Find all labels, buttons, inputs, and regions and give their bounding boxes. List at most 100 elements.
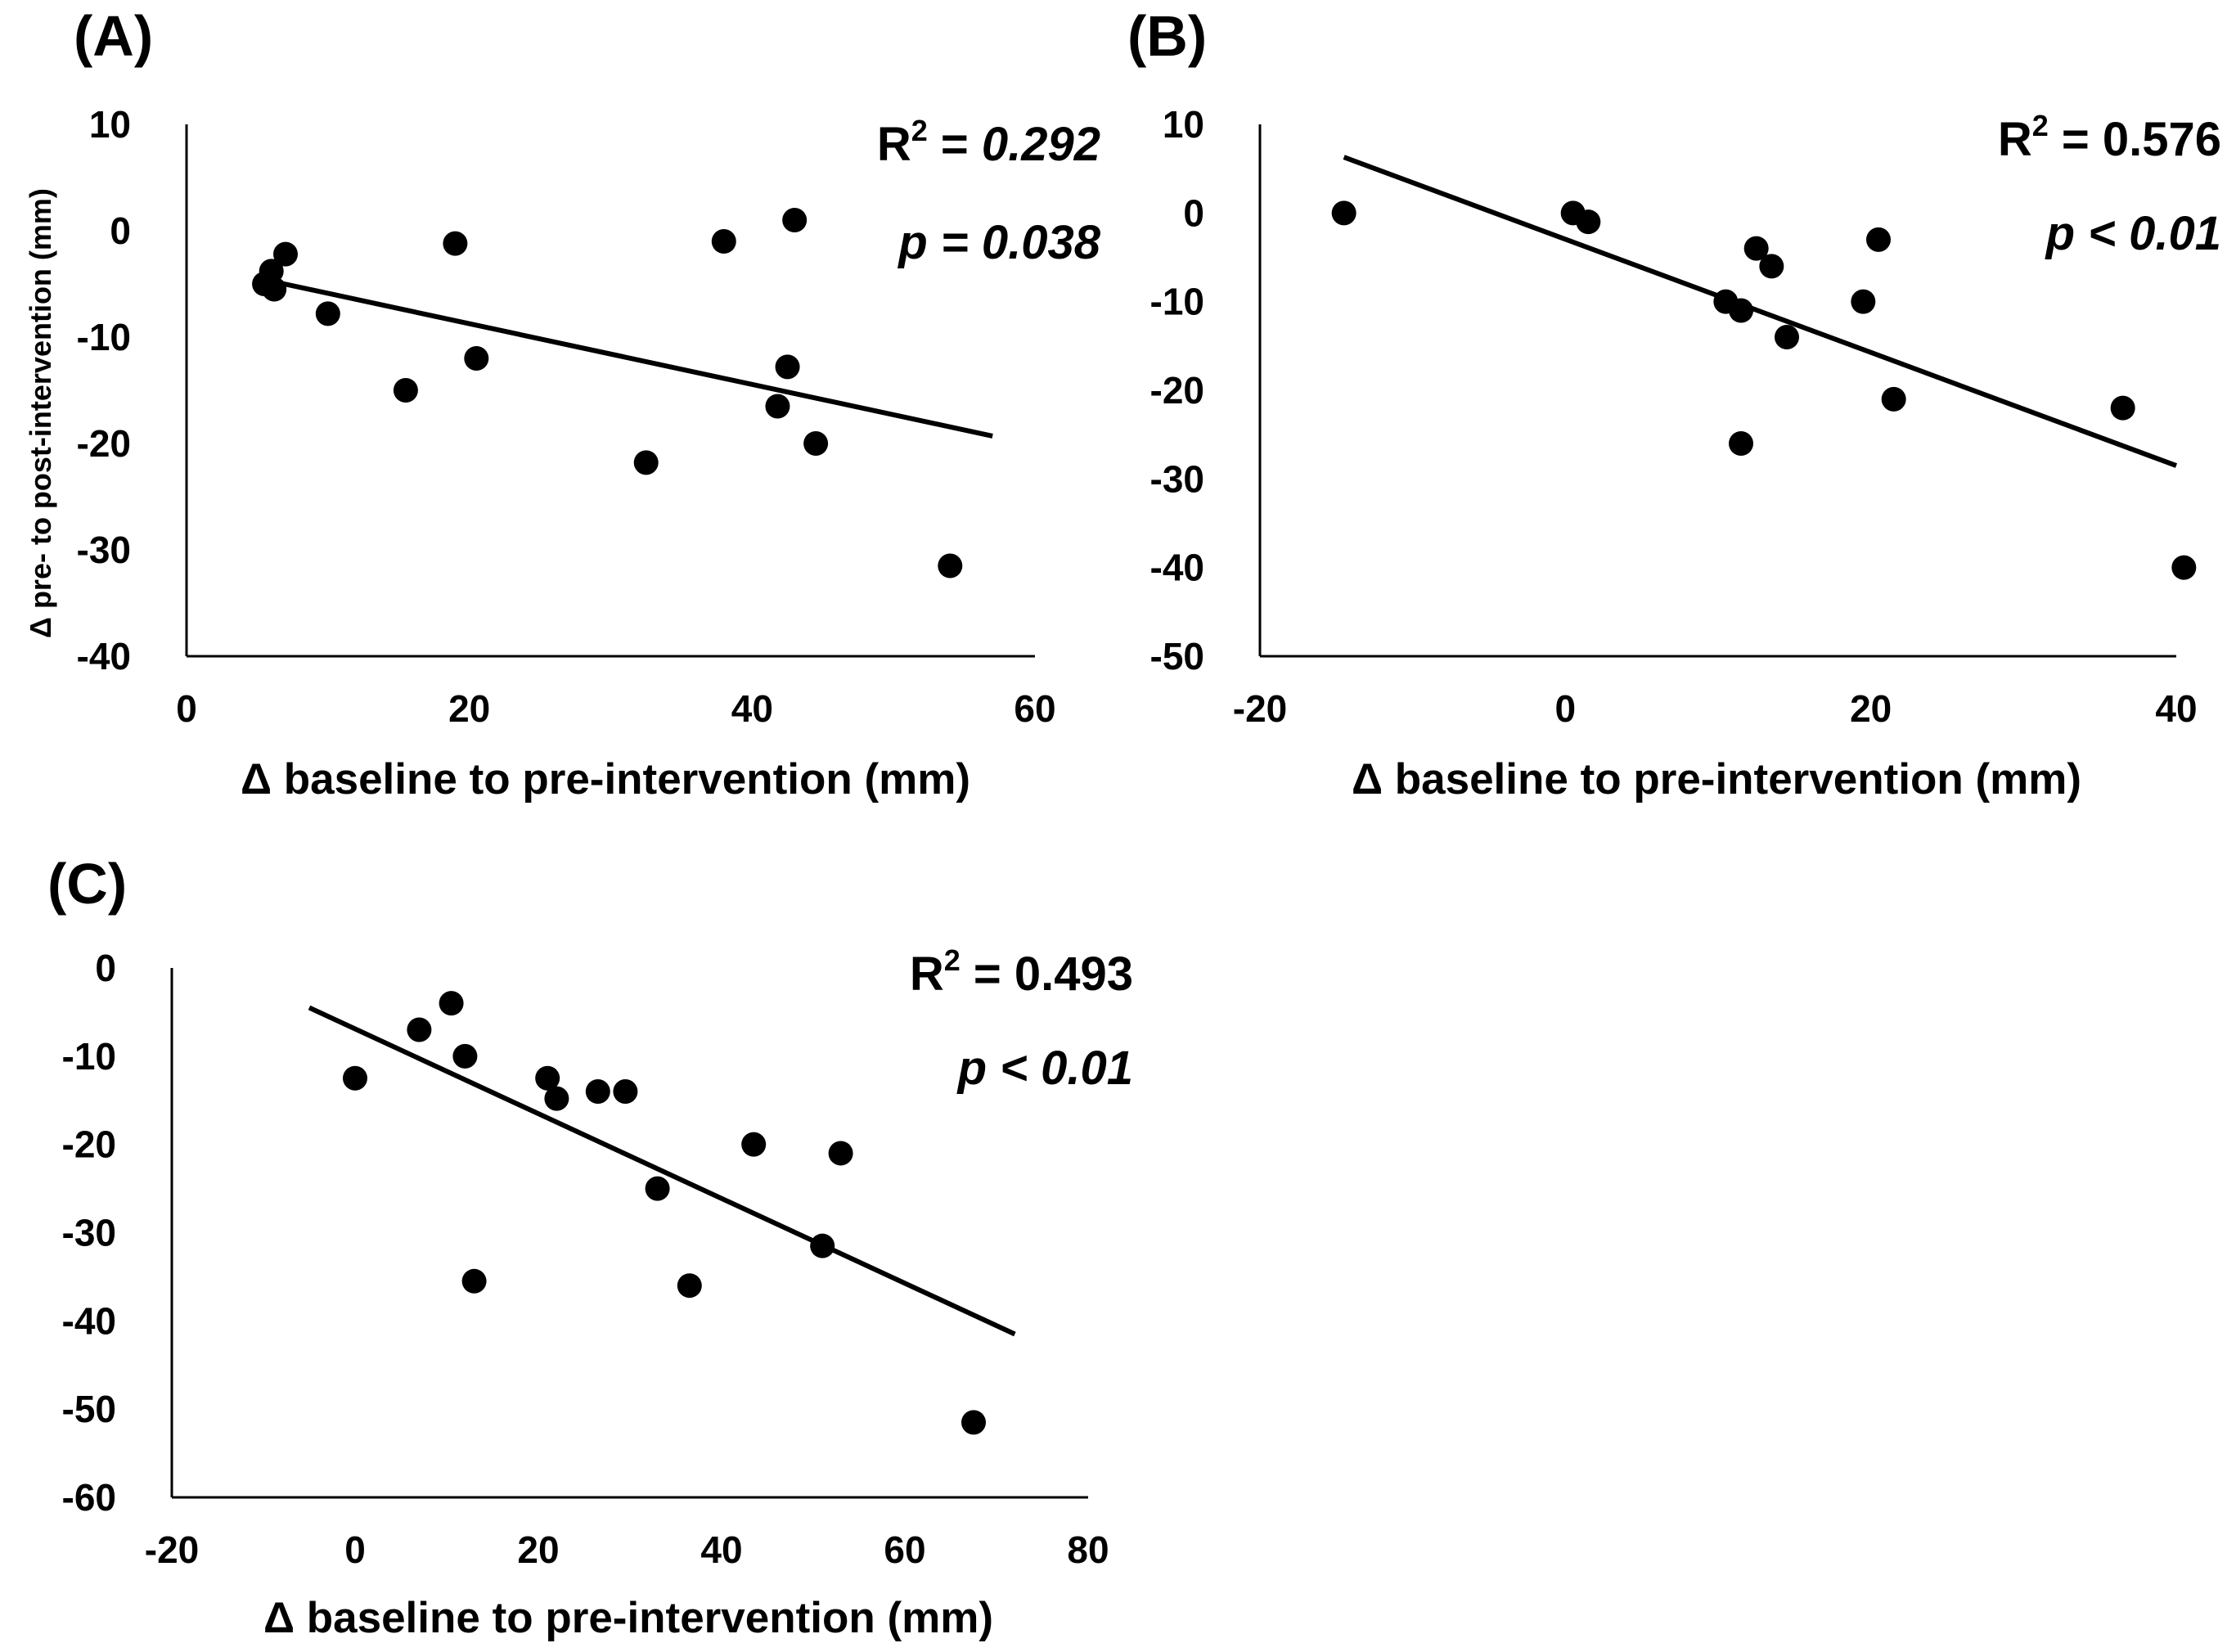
r2-value-a: 0.292 bbox=[982, 118, 1100, 171]
x-tick-label: 40 bbox=[700, 1528, 742, 1571]
y-tick-label: -40 bbox=[62, 1299, 116, 1342]
data-point bbox=[585, 1078, 610, 1104]
trendline-layer-c bbox=[308, 1005, 1016, 1337]
data-point bbox=[741, 1132, 767, 1157]
data-point bbox=[828, 1141, 853, 1166]
data-point bbox=[343, 1065, 367, 1091]
r2-value-b: 0.576 bbox=[2103, 113, 2221, 166]
p-eq-b: < bbox=[2075, 207, 2129, 260]
x-axis-title-b: Δ baseline to pre-intervention (mm) bbox=[1352, 755, 2081, 803]
data-point bbox=[938, 553, 963, 578]
y-tick-label: 0 bbox=[1183, 191, 1204, 234]
chart-panel-a: (A) 10 0 -10 -20 -30 -40 0 20 40 60 Δ baseline to… bbox=[24, 4, 1101, 803]
data-point bbox=[645, 1176, 670, 1201]
p-symbol-a: p bbox=[897, 216, 927, 269]
y-tick-label: -50 bbox=[62, 1388, 116, 1430]
data-point bbox=[1866, 227, 1891, 252]
p-value-b: p < 0.01 bbox=[2045, 207, 2221, 260]
p-number-a: 0.038 bbox=[982, 216, 1101, 269]
chart-panel-c: (C) 0 -10 -20 -30 -40 -50 -60 -20 0 20 40 60 80 Δ ba… bbox=[47, 852, 1133, 1642]
r2-eq-c: = bbox=[961, 948, 1015, 1001]
p-number-b: 0.01 bbox=[2129, 207, 2221, 260]
data-point bbox=[439, 991, 464, 1016]
data-point bbox=[961, 1410, 986, 1435]
data-point bbox=[1881, 386, 1906, 412]
y-tick-label: 10 bbox=[1163, 103, 1204, 146]
y-tick-label: 0 bbox=[95, 947, 116, 989]
p-eq-c: < bbox=[987, 1042, 1041, 1095]
r2-symbol-c: R bbox=[910, 948, 944, 1001]
y-tick-label: -10 bbox=[1150, 281, 1204, 323]
data-point bbox=[2171, 555, 2197, 580]
data-point bbox=[677, 1273, 702, 1299]
y-axis-title-a: Δ pre- to post-intervention (mm) bbox=[24, 188, 57, 638]
y-tick-label: -20 bbox=[1150, 369, 1204, 412]
data-point bbox=[1851, 289, 1876, 314]
r2-eq-a: = bbox=[928, 118, 982, 171]
data-point bbox=[775, 354, 800, 380]
data-point bbox=[272, 241, 298, 267]
data-point bbox=[262, 277, 287, 302]
r2-sup-c: 2 bbox=[944, 943, 961, 977]
p-number-c: 0.01 bbox=[1041, 1042, 1133, 1095]
data-point bbox=[315, 301, 340, 326]
x-tick-label: 60 bbox=[1014, 687, 1055, 730]
data-point bbox=[1775, 325, 1799, 349]
panel-label-b: (B) bbox=[1127, 4, 1207, 68]
data-point bbox=[765, 394, 790, 419]
data-point bbox=[535, 1065, 560, 1091]
y-tick-label: -20 bbox=[62, 1123, 116, 1166]
x-tick-label: 40 bbox=[731, 687, 773, 730]
data-point bbox=[393, 378, 418, 403]
r2-symbol-b: R bbox=[1998, 113, 2032, 166]
x-tick-label: 20 bbox=[448, 687, 490, 730]
y-tick-label: -10 bbox=[62, 1035, 116, 1078]
x-tick-label: 0 bbox=[176, 687, 197, 730]
x-tick-label: -20 bbox=[145, 1528, 199, 1571]
y-tick-label: -30 bbox=[77, 529, 131, 571]
axes-c: 0 -10 -20 -30 -40 -50 -60 -20 0 20 40 60 80 bbox=[62, 947, 1109, 1571]
trendline-c bbox=[308, 1005, 1016, 1337]
r2-symbol-a: R bbox=[877, 118, 911, 171]
data-point bbox=[1331, 200, 1356, 226]
y-tick-label: -60 bbox=[62, 1476, 116, 1519]
data-point bbox=[1729, 431, 1753, 456]
points-layer-b bbox=[1331, 200, 2197, 580]
r-squared-c: R2 = 0.493 bbox=[910, 943, 1133, 1001]
p-value-a: p = 0.038 bbox=[897, 216, 1100, 269]
trendline-layer-b bbox=[1343, 155, 2178, 468]
data-point bbox=[1743, 236, 1769, 261]
x-tick-label: 60 bbox=[884, 1528, 925, 1571]
p-symbol-c: p bbox=[956, 1042, 987, 1095]
data-point bbox=[1576, 209, 1601, 235]
x-tick-label: 80 bbox=[1067, 1528, 1109, 1571]
data-point bbox=[803, 431, 829, 456]
data-point bbox=[461, 1268, 487, 1294]
data-point bbox=[544, 1086, 569, 1111]
data-point bbox=[782, 208, 808, 232]
x-axis-title-a: Δ baseline to pre-intervention (mm) bbox=[241, 755, 970, 803]
data-point bbox=[1729, 298, 1753, 323]
data-point bbox=[613, 1078, 638, 1104]
p-eq-a: = bbox=[928, 216, 982, 269]
y-tick-label: -40 bbox=[77, 635, 131, 677]
y-tick-label: 10 bbox=[89, 103, 131, 146]
data-point bbox=[452, 1043, 478, 1069]
r2-value-c: 0.493 bbox=[1015, 948, 1133, 1001]
p-symbol-b: p bbox=[2045, 207, 2075, 260]
data-point bbox=[810, 1233, 835, 1258]
y-tick-label: -40 bbox=[1150, 547, 1204, 589]
data-point bbox=[633, 450, 659, 475]
axes-b: 10 0 -10 -20 -30 -40 -50 -20 0 20 40 bbox=[1150, 103, 2198, 730]
y-tick-label: -10 bbox=[77, 316, 131, 358]
p-value-c: p < 0.01 bbox=[956, 1042, 1133, 1095]
data-point bbox=[2110, 395, 2135, 421]
r2-sup-b: 2 bbox=[2032, 109, 2049, 142]
axes-a: 10 0 -10 -20 -30 -40 0 20 40 60 bbox=[77, 103, 1056, 730]
panel-label-a: (A) bbox=[74, 4, 153, 68]
x-tick-label: 20 bbox=[517, 1528, 559, 1571]
data-point bbox=[1759, 254, 1784, 279]
trendline-b bbox=[1343, 155, 2178, 468]
data-point bbox=[464, 346, 489, 371]
